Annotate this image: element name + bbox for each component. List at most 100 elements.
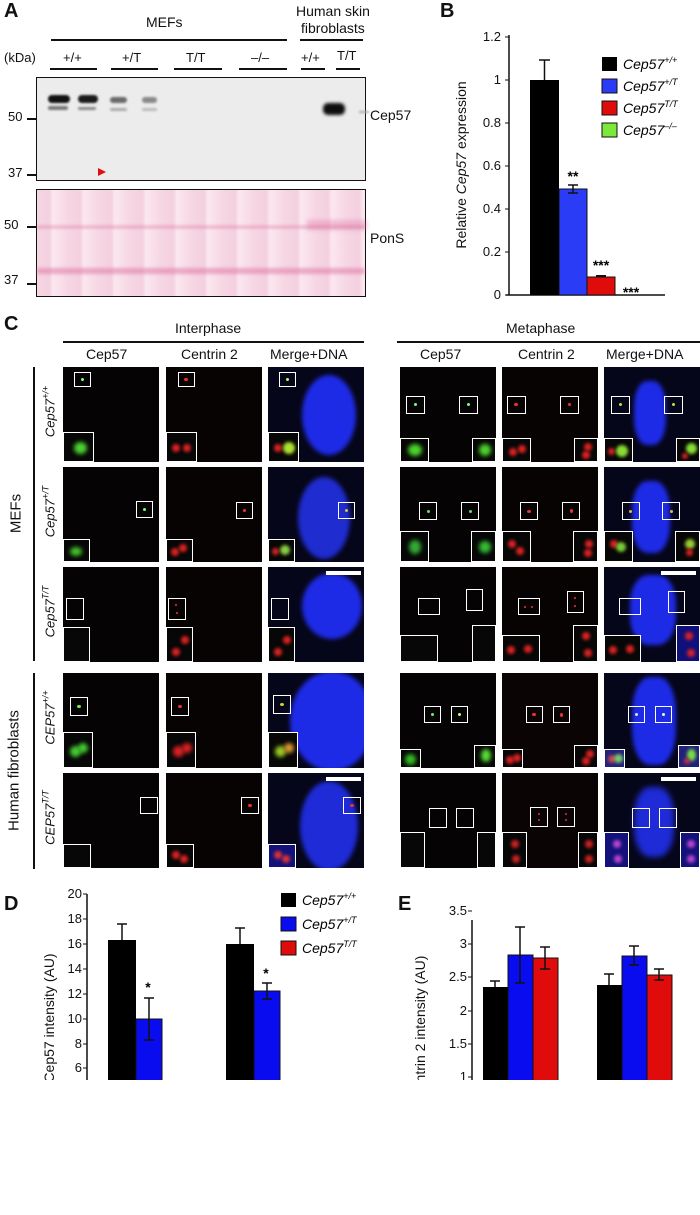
svg-text:0: 0 <box>494 287 501 302</box>
col-label-merge: Merge+DNA <box>606 346 684 362</box>
scale-bar <box>661 777 696 781</box>
svg-text:0.6: 0.6 <box>483 158 501 173</box>
row-label: Cep57T/T <box>40 585 58 638</box>
svg-text:3: 3 <box>460 936 467 951</box>
group-mefs-label: MEFs <box>146 14 183 30</box>
svg-text:1.5: 1.5 <box>449 1036 467 1051</box>
genotype-underline <box>239 68 287 70</box>
svg-text:Cep57T/T: Cep57T/T <box>302 939 358 956</box>
svg-text:2.5: 2.5 <box>449 969 467 984</box>
col-label-cep57: Cep57 <box>420 346 462 362</box>
micrograph-tile <box>400 567 496 662</box>
svg-text:Cep57–/–: Cep57–/– <box>623 121 678 138</box>
svg-text:0.2: 0.2 <box>483 244 501 259</box>
group-human-label-1: Human skin <box>296 3 370 19</box>
micrograph-tile <box>502 467 598 562</box>
svg-text:3.5: 3.5 <box>449 903 467 918</box>
chart-centrin2-intensity: 0 0.5 1 1.5 2 2.5 3 3.5 Centrin 2 intens… <box>412 903 673 1080</box>
col-label-centrin2: Centrin 2 <box>181 346 238 362</box>
svg-text:0.4: 0.4 <box>483 201 501 216</box>
genotype-label: T/T <box>186 50 206 65</box>
micrograph-tile <box>166 673 262 768</box>
micrograph-tile <box>268 773 364 868</box>
micrograph-tile <box>268 567 364 662</box>
group-human-bracket <box>33 673 35 869</box>
svg-text:12: 12 <box>68 986 82 1001</box>
genotype-underline <box>301 68 325 70</box>
marker-50-bottom: 50 <box>4 217 19 232</box>
group-human-label: Human fibroblasts <box>5 710 23 831</box>
genotype-label: +/T <box>122 50 142 65</box>
micrograph-tile <box>502 673 598 768</box>
marker-tick <box>27 118 36 120</box>
red-arrowhead-icon <box>98 168 106 176</box>
micrograph-tile <box>502 567 598 662</box>
genotype-underline <box>111 68 158 70</box>
group-human-label-2: fibroblasts <box>301 20 365 36</box>
scale-bar <box>661 571 696 575</box>
genotype-underline <box>174 68 222 70</box>
marker-37-bottom: 37 <box>4 272 19 287</box>
svg-text:***: *** <box>623 284 640 300</box>
svg-text:18: 18 <box>68 911 82 926</box>
genotype-label: T/T <box>337 48 357 63</box>
col-label-cep57: Cep57 <box>86 346 128 362</box>
chart-cep57-intensity: 0 2 4 6 8 10 12 14 16 18 20 Cep57 intens… <box>41 886 358 1080</box>
svg-text:*: * <box>263 965 269 981</box>
svg-text:14: 14 <box>68 961 82 976</box>
genotype-label: –/– <box>251 50 270 65</box>
group-human-line <box>300 39 363 41</box>
micrograph-tile <box>166 567 262 662</box>
micrograph-tile <box>268 367 364 462</box>
micrograph-tile <box>604 467 700 562</box>
col-label-centrin2: Centrin 2 <box>518 346 575 362</box>
marker-tick <box>27 174 36 176</box>
svg-text:Cep57+/+: Cep57+/+ <box>623 55 677 72</box>
chart-relative-expression: 0 0.2 0.4 0.6 0.8 1 1.2 Relative Cep57 e… <box>453 29 679 302</box>
genotype-underline <box>336 68 360 70</box>
micrograph-tile <box>502 773 598 868</box>
micrograph-tile <box>166 467 262 562</box>
marker-tick <box>27 226 36 228</box>
genotype-underline <box>50 68 97 70</box>
micrograph-tile <box>63 467 159 562</box>
micrograph-tile <box>166 773 262 868</box>
metaphase-line <box>397 341 700 343</box>
svg-text:Cep57+/+: Cep57+/+ <box>302 891 356 908</box>
svg-text:0.8: 0.8 <box>483 115 501 130</box>
panel-e-label: E <box>398 893 412 915</box>
group-mefs-label: MEFs <box>7 493 25 534</box>
genotype-label: +/+ <box>301 50 320 65</box>
svg-text:1: 1 <box>494 72 501 87</box>
micrograph-tile <box>400 773 496 868</box>
micrograph-tile <box>63 567 159 662</box>
kda-label: (kDa) <box>4 50 36 65</box>
micrograph-tile <box>502 367 598 462</box>
svg-text:Cep57 intensity (AU): Cep57 intensity (AU) <box>41 953 57 1080</box>
row-label: Cep57+/+ <box>40 385 58 438</box>
western-blot-cep57 <box>36 77 369 181</box>
svg-text:8: 8 <box>75 1036 82 1051</box>
panel-c-label: C <box>4 313 19 335</box>
panel-a-label: A <box>4 0 19 22</box>
panel-d-label: D <box>4 893 19 915</box>
svg-text:Cep57+/T: Cep57+/T <box>302 915 358 932</box>
svg-text:Cep57T/T: Cep57T/T <box>623 99 679 116</box>
micrograph-tile <box>63 367 159 462</box>
cep57-blot-label: Cep57 <box>370 107 412 123</box>
micrograph-tile <box>400 673 496 768</box>
micrograph-tile <box>400 367 496 462</box>
scale-bar <box>326 571 361 575</box>
svg-text:Cep57+/T: Cep57+/T <box>623 77 679 94</box>
svg-text:Relative Cep57 expression: Relative Cep57 expression <box>453 81 469 248</box>
marker-50-top: 50 <box>8 109 23 124</box>
svg-text:6: 6 <box>75 1060 82 1075</box>
micrograph-tile <box>63 673 159 768</box>
group-mefs-line <box>51 39 287 41</box>
marker-tick <box>27 283 36 285</box>
row-label: CEP57T/T <box>40 790 58 845</box>
ponceau-stain <box>36 189 367 297</box>
svg-text:20: 20 <box>68 886 82 901</box>
micrograph-tile <box>268 467 364 562</box>
metaphase-title: Metaphase <box>506 320 576 336</box>
